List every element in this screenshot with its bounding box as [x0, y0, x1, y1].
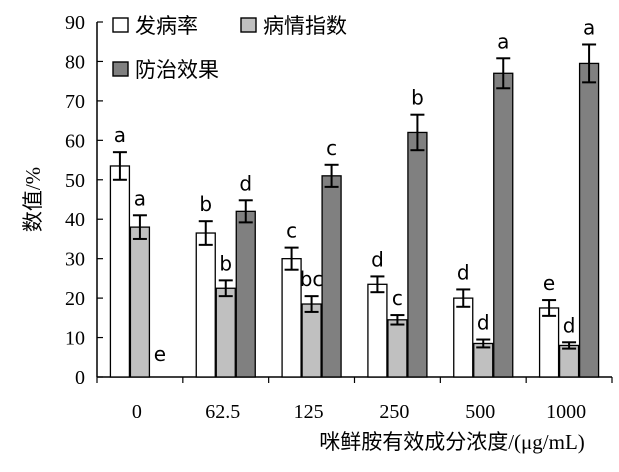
bar: [387, 319, 408, 378]
x-tick-label: 125: [294, 401, 324, 423]
y-tick-label: 40: [65, 209, 85, 231]
bar: [407, 131, 428, 378]
x-tick-label: 0: [132, 401, 142, 423]
bar: [538, 307, 560, 378]
significance-letter: e: [543, 271, 555, 295]
bar: [493, 72, 514, 378]
x-tick-label: 62.5: [205, 401, 240, 423]
bar: [321, 175, 342, 378]
y-tick-label: 80: [65, 51, 85, 73]
bar: [235, 210, 256, 378]
significance-letter: b: [411, 86, 424, 110]
y-tick-label: 20: [65, 288, 85, 310]
y-tick-label: 30: [65, 249, 85, 271]
bar: [281, 258, 302, 378]
significance-letter: c: [286, 219, 297, 243]
bar: [109, 165, 131, 378]
significance-letter: d: [457, 260, 470, 284]
significance-letter: c: [326, 136, 337, 160]
significance-letter: bc: [300, 267, 324, 291]
significance-letter: d: [477, 311, 490, 335]
significance-letter: a: [583, 15, 595, 39]
y-tick-label: 70: [65, 91, 85, 113]
bar: [578, 62, 600, 378]
x-tick-label: 500: [465, 401, 495, 423]
bar: [453, 297, 474, 378]
y-axis-title: 数值/%: [21, 167, 45, 232]
significance-letter: d: [239, 171, 252, 195]
significance-letter: a: [114, 123, 126, 147]
legend-label: 病情指数: [263, 14, 347, 38]
significance-letter: b: [199, 192, 212, 216]
y-tick-label: 10: [65, 328, 85, 350]
legend-swatch: [240, 17, 257, 33]
bar: [558, 344, 580, 378]
significance-letter: a: [134, 186, 146, 210]
bar: [195, 232, 216, 378]
significance-letter: e: [154, 342, 166, 366]
y-tick-label: 0: [75, 367, 85, 389]
significance-letter: a: [497, 29, 509, 53]
y-tick-label: 50: [65, 170, 85, 192]
x-tick-label: 250: [379, 401, 409, 423]
y-tick-label: 60: [65, 130, 85, 152]
legend-swatch: [112, 17, 129, 33]
significance-letter: d: [371, 247, 384, 271]
bar: [129, 226, 151, 378]
legend-label: 发病率: [135, 14, 198, 38]
significance-letter: d: [563, 313, 576, 337]
x-tick-label: 1000: [546, 401, 586, 423]
significance-letter: c: [392, 286, 403, 310]
legend-swatch: [112, 61, 129, 77]
bar: [473, 342, 494, 378]
bar: [367, 283, 388, 378]
legend-label: 防治效果: [135, 58, 219, 82]
bar: [301, 303, 322, 378]
x-axis-title: 咪鲜胺有效成分浓度/(μg/mL): [319, 430, 585, 454]
bar: [215, 287, 236, 378]
y-tick-label: 90: [65, 12, 85, 34]
significance-letter: b: [219, 251, 232, 275]
